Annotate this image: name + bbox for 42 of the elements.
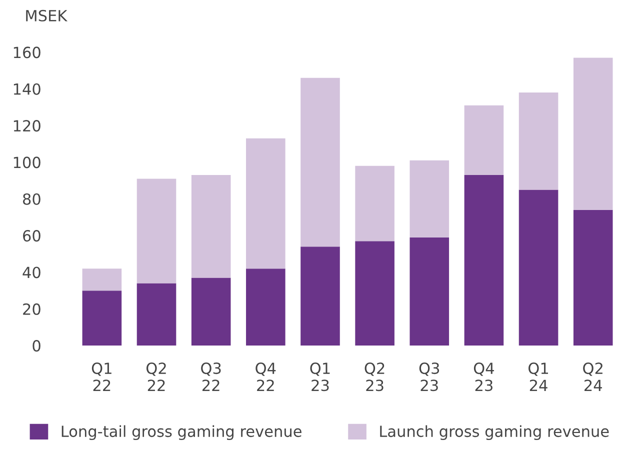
bar — [355, 241, 394, 346]
x-tick-label: Q4 22 — [256, 362, 276, 391]
bar — [246, 268, 286, 346]
x-tick-label: Q2 24 — [583, 362, 602, 391]
y-tick-label: 20 — [23, 303, 40, 315]
x-tick-label: Q2 22 — [146, 362, 166, 391]
bar — [518, 190, 558, 346]
x-tick-label: Q1 22 — [92, 362, 112, 391]
bar — [191, 278, 231, 346]
legend-label: Launch gross gaming revenue — [380, 425, 609, 440]
y-tick-label: 0 — [32, 340, 40, 352]
bar — [464, 105, 504, 176]
bar — [136, 178, 176, 284]
y-tick-label: 80 — [23, 193, 40, 205]
bar — [410, 237, 450, 346]
bar — [355, 166, 394, 242]
bar — [82, 290, 122, 346]
y-tick-label: 160 — [14, 46, 40, 58]
y-tick-label: 60 — [23, 230, 40, 242]
x-tick-label: Q1 23 — [310, 362, 330, 392]
x-tick-label: Q3 22 — [201, 362, 221, 391]
x-tick-label: Q2 23 — [364, 362, 384, 392]
y-tick-label: 140 — [14, 83, 40, 95]
bar — [246, 138, 286, 269]
bar — [518, 92, 558, 190]
x-tick-label: Q4 23 — [474, 362, 494, 392]
bar — [191, 175, 231, 278]
bar — [573, 210, 613, 346]
bar — [136, 283, 176, 346]
y-axis-title: MSEK — [26, 10, 68, 22]
bar — [410, 160, 450, 238]
bar — [300, 78, 340, 247]
bar — [300, 246, 340, 346]
y-tick-label: 120 — [14, 120, 40, 132]
legend-label: Long-tail gross gaming revenue — [62, 425, 302, 440]
y-tick-label: 40 — [22, 266, 40, 278]
bar — [573, 58, 613, 210]
bar — [82, 268, 122, 291]
x-tick-label: Q3 23 — [419, 362, 440, 392]
bar — [464, 175, 504, 346]
y-tick-label: 100 — [14, 156, 40, 168]
x-tick-label: Q1 24 — [528, 362, 548, 391]
